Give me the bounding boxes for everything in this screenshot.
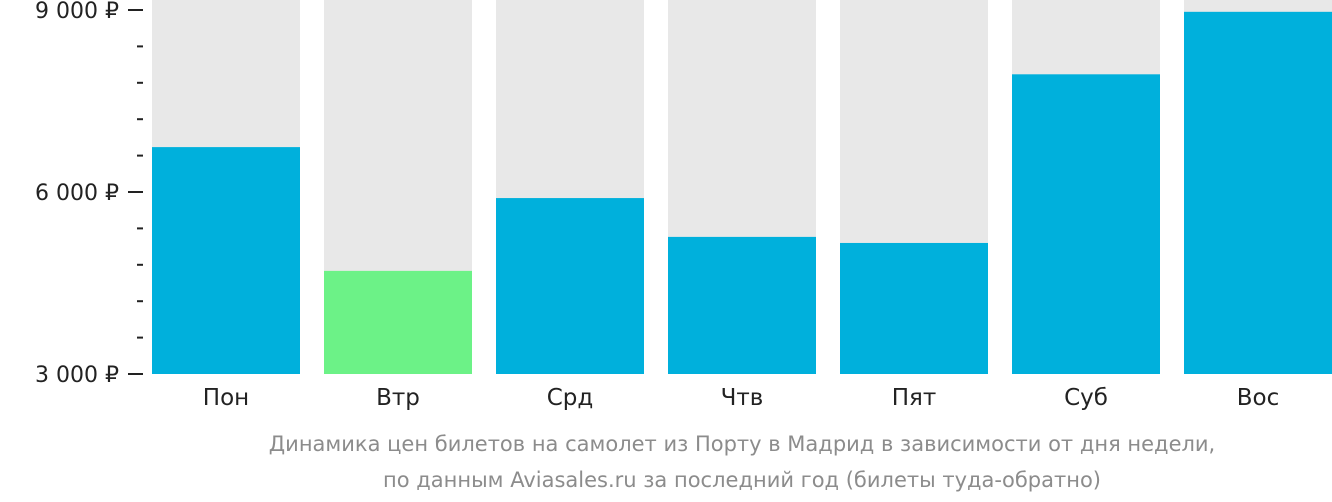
y-tick-label-1: 3 000 ₽ xyxy=(35,363,119,388)
bar-4 xyxy=(668,236,816,374)
y-tick-label-3: 9 000 ₽ xyxy=(35,0,119,24)
x-tick-label-2: Втр xyxy=(376,385,420,411)
bar-6 xyxy=(1012,74,1160,374)
y-axis: 3 000 ₽ 6 000 ₽ 9 000 ₽ xyxy=(35,0,143,388)
y-tick-label-2: 6 000 ₽ xyxy=(35,181,119,206)
x-tick-label-1: Пон xyxy=(203,385,249,411)
x-tick-label-6: Суб xyxy=(1064,385,1108,411)
x-tick-label-5: Пят xyxy=(892,385,937,411)
bar-3 xyxy=(496,198,644,374)
chart-caption-line-1: Динамика цен билетов на самолет из Порту… xyxy=(268,432,1216,456)
bar-5 xyxy=(840,242,988,374)
x-tick-label-4: Чтв xyxy=(721,385,764,411)
x-axis-labels: Пон Втр Срд Чтв Пят Суб Вос xyxy=(203,385,1279,411)
bar-group xyxy=(152,11,1332,374)
x-tick-label-7: Вос xyxy=(1237,385,1280,411)
bar-7 xyxy=(1184,11,1332,374)
bar-1 xyxy=(152,147,300,374)
chart-caption-line-2: по данным Aviasales.ru за последний год … xyxy=(383,468,1101,492)
x-tick-label-3: Срд xyxy=(547,385,594,411)
bar-2 xyxy=(324,270,472,374)
